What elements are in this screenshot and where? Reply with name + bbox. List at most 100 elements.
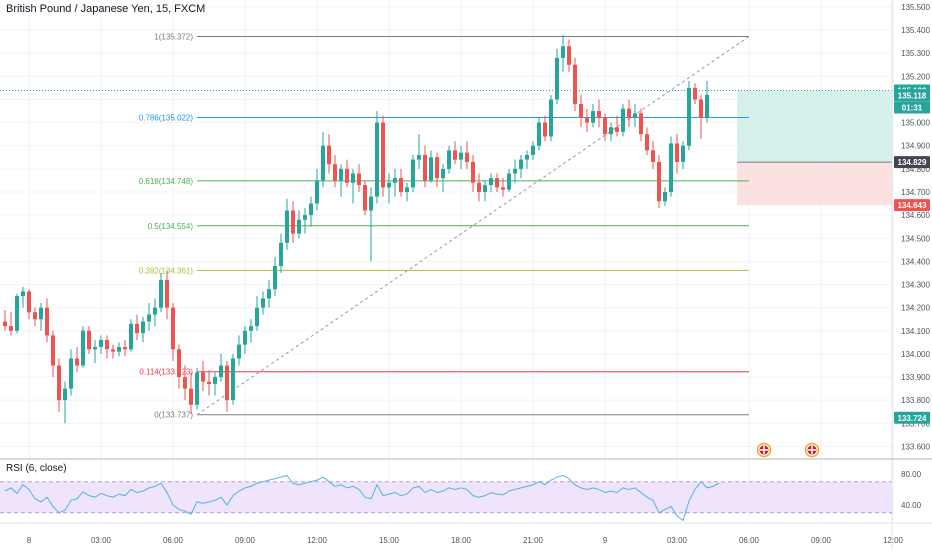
price-axis-tick-label: 133.900 — [901, 373, 930, 382]
price-label-text: 135.118 — [898, 91, 927, 100]
fib-level-label: 0.382(134.361) — [139, 266, 194, 275]
candle-body — [651, 150, 655, 162]
price-label-badge — [894, 411, 930, 424]
candle-body — [549, 99, 553, 137]
candle-body — [45, 307, 49, 336]
long-position-tool[interactable] — [0, 89, 892, 206]
candle-body — [537, 122, 541, 146]
grid — [0, 0, 894, 522]
candle-body — [279, 242, 283, 267]
time-axis-tick-label: 15:00 — [379, 536, 400, 545]
candle-body — [15, 296, 19, 331]
candle-body — [285, 210, 289, 243]
time-axis-tick-label: 09:00 — [811, 536, 832, 545]
candle-body — [591, 111, 595, 123]
price-axis-tick-label: 133.700 — [901, 419, 930, 428]
candle-body — [453, 150, 457, 160]
rsi-title[interactable]: RSI (6, close) — [6, 463, 67, 474]
candle-body — [315, 180, 319, 204]
price-axis-tick-label: 133.800 — [901, 396, 930, 405]
price-axis-tick-label: 134.800 — [901, 165, 930, 174]
candle-body — [111, 349, 115, 352]
candle-body — [33, 312, 37, 320]
candle-body — [519, 159, 523, 169]
candle-body — [57, 365, 61, 401]
candle-body — [387, 182, 391, 188]
candle-body — [213, 377, 217, 384]
candle-body — [357, 173, 361, 186]
candle-body — [501, 187, 505, 190]
candle-body — [681, 145, 685, 162]
price-label-badge — [894, 89, 930, 102]
candle-body — [189, 388, 193, 405]
price-label-badge — [894, 199, 930, 212]
candle-body — [159, 279, 163, 308]
rsi-line[interactable] — [4, 474, 720, 522]
fib-level-label: 1(135.372) — [154, 33, 193, 42]
candle-body — [483, 185, 487, 192]
price-axis-tick-label: 135.300 — [901, 49, 930, 58]
candle-body — [615, 127, 619, 132]
time-axis-tick-label: 21:00 — [523, 536, 544, 545]
candle-body — [435, 157, 439, 179]
price-axis-tick-label: 135.500 — [901, 3, 930, 12]
candle-body — [687, 87, 691, 146]
position-profit-zone[interactable] — [737, 90, 892, 163]
candle-body — [381, 122, 385, 188]
price-axis-tick-label: 134.000 — [901, 350, 930, 359]
price-label-text: 134.643 — [898, 201, 927, 210]
candle-body — [135, 323, 139, 334]
rsi-pane[interactable]: 80.00 40.00 — [0, 470, 922, 522]
candle-body — [117, 346, 121, 352]
price-label-text: 01:31 — [902, 104, 923, 113]
candle-body — [201, 372, 205, 382]
candle-body — [93, 346, 97, 350]
candlestick-series — [3, 34, 709, 424]
candle-body — [363, 185, 367, 211]
candle-body — [153, 307, 157, 315]
price-axis-tick-label: 134.700 — [901, 188, 930, 197]
candle-body — [21, 291, 25, 297]
rsi-axis-tick-label: 40.00 — [901, 501, 922, 510]
candle-body — [255, 307, 259, 327]
candle-body — [471, 161, 475, 183]
candle-body — [405, 187, 409, 192]
candle-body — [243, 330, 247, 345]
candle-body — [297, 219, 301, 234]
candle-body — [123, 346, 127, 350]
candle-body — [339, 168, 343, 181]
price-axis-tick-label: 134.300 — [901, 281, 930, 290]
candle-body — [207, 381, 211, 384]
fib-level-label: 0(133.737) — [154, 411, 193, 420]
candle-body — [459, 152, 463, 160]
time-axis-tick-label: 18:00 — [451, 536, 472, 545]
event-icons[interactable] — [756, 442, 820, 458]
position-stop-zone[interactable] — [737, 162, 892, 206]
candle-body — [321, 145, 325, 181]
candle-body — [627, 108, 631, 118]
price-axis-tick-label: 135.200 — [901, 72, 930, 81]
candle-body — [333, 164, 337, 181]
price-label-badge — [894, 101, 930, 114]
candle-body — [375, 122, 379, 197]
candle-body — [579, 104, 583, 118]
candle-body — [129, 323, 133, 350]
price-axis-tick-label: 134.500 — [901, 234, 930, 243]
fib-level-label: 0.5(134.554) — [148, 222, 194, 231]
candle-body — [633, 113, 637, 118]
rsi-band — [0, 481, 892, 513]
candle-body — [645, 134, 649, 151]
flag-stripe — [811, 446, 813, 454]
candle-body — [171, 307, 175, 350]
candle-body — [513, 168, 517, 174]
candle-body — [69, 358, 73, 389]
candle-body — [465, 152, 469, 162]
symbol-title[interactable]: British Pound / Japanese Yen, 15, FXCM — [6, 3, 206, 15]
candle-body — [693, 87, 697, 100]
candle-body — [531, 145, 535, 155]
candle-body — [567, 46, 571, 65]
time-axis-tick-label: 8 — [27, 536, 32, 545]
